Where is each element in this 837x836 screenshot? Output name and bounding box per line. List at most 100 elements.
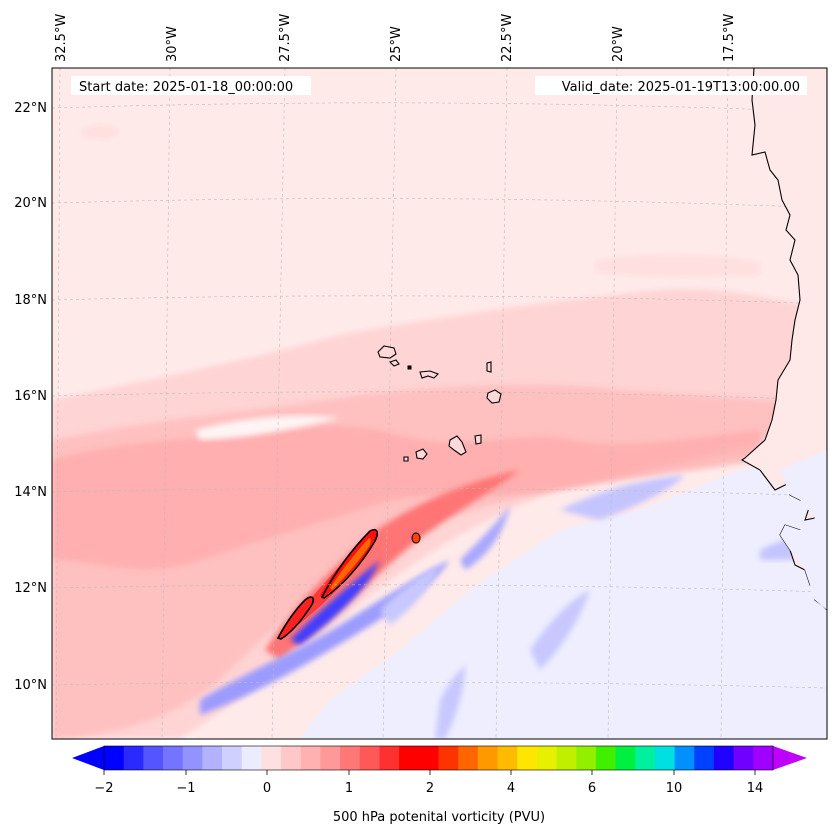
- colorbar-swatch: [222, 746, 243, 770]
- upper-pink-patches: [80, 124, 760, 277]
- colorbar-swatch: [497, 746, 518, 770]
- pink-band-streaks: [52, 425, 760, 569]
- high-pv-contour-north: [320, 528, 379, 599]
- island-boa-vista: [486, 389, 502, 404]
- lat-label-7: 10°N: [14, 678, 47, 693]
- colorbar-swatch: [418, 746, 439, 770]
- colorbar-tick-label: 10: [666, 781, 683, 796]
- neg-pv-streak-8: [380, 565, 440, 625]
- neg-pv-streak-2: [200, 560, 450, 715]
- colorbar-tick-label: 2: [426, 781, 434, 796]
- colorbar-swatch: [517, 746, 538, 770]
- colorbar-swatch: [123, 746, 144, 770]
- lon-label-2: 30°W: [165, 26, 180, 62]
- start-date-text: Start date: 2025-01-18_00:00:00: [79, 80, 293, 95]
- lon-label-7: 17.5°W: [722, 14, 737, 62]
- lon-label-3: 27.5°W: [278, 14, 293, 62]
- colorbar-swatch: [576, 746, 597, 770]
- lon-label-1: 32.5°W: [54, 14, 69, 62]
- lat-label-6: 12°N: [14, 581, 47, 596]
- colorbar-swatch: [438, 746, 459, 770]
- island-brava: [403, 456, 409, 462]
- colorbar-swatch: [733, 746, 754, 770]
- colorbar-swatch: [104, 746, 125, 770]
- colorbar-tick-label: 6: [588, 781, 596, 796]
- colorbar-swatch: [477, 746, 499, 770]
- colorbar-swatch: [713, 746, 735, 770]
- start-date-box: [71, 76, 311, 95]
- valid-date-box: [535, 76, 807, 95]
- colorbar-label: 500 hPa potenital vorticity (PVU): [333, 810, 545, 825]
- island-santo-antao: [377, 345, 397, 359]
- island-maio: [474, 434, 482, 445]
- lat-label-2: 20°N: [14, 196, 47, 211]
- colorbar-swatch: [379, 746, 400, 770]
- colorbar-tick-label: −1: [176, 781, 195, 796]
- colorbar-swatch: [359, 746, 380, 770]
- neg-pv-streak-3: [460, 505, 510, 570]
- white-streak: [195, 415, 340, 440]
- colorbar-swatch: [300, 746, 321, 770]
- neg-pv-streak-4: [560, 475, 685, 520]
- colorbar: −2 −1 0 1 2 4 6 10 14 500 hPa potenital vorticit…: [72, 745, 807, 825]
- colorbar-swatch: [595, 746, 617, 770]
- colorbar-swatch: [536, 746, 558, 770]
- longitude-labels: 32.5°W 30°W 27.5°W 25°W 22.5°W 20°W 17.5…: [54, 14, 737, 62]
- colorbar-swatch: [458, 746, 479, 770]
- colorbar-swatch: [182, 746, 203, 770]
- lat-label-1: 22°N: [14, 101, 47, 116]
- colorbar-swatch: [202, 746, 223, 770]
- neg-pv-streak-1: [290, 560, 380, 645]
- island-small: [407, 365, 412, 370]
- island-fogo: [415, 448, 428, 460]
- colorbar-swatch: [556, 746, 577, 770]
- colorbar-tick-label: 4: [507, 781, 515, 796]
- latitude-labels: 22°N 20°N 18°N 16°N 14°N 12°N 10°N: [14, 101, 47, 693]
- neg-pv-streak-6: [435, 665, 465, 739]
- colorbar-swatch: [635, 746, 656, 770]
- colorbar-tick-label: 0: [263, 781, 271, 796]
- map-frame: [51, 67, 828, 740]
- colorbar-swatch: [654, 746, 676, 770]
- colorbar-tick-label: 1: [345, 781, 353, 796]
- colorbar-swatch: [399, 746, 420, 770]
- high-pv-max: [330, 538, 371, 590]
- west-african-inland: [780, 450, 827, 610]
- valid-date-text: Valid_date: 2025-01-19T13:00:00.00: [562, 80, 800, 95]
- high-pv-contour-south: [276, 596, 314, 640]
- colorbar-swatch: [261, 746, 282, 770]
- colorbar-swatch: [340, 746, 361, 770]
- coastlines: [377, 68, 827, 611]
- island-sao-vicente: [388, 359, 400, 367]
- graticule: [52, 68, 827, 739]
- colorbar-swatch: [694, 746, 715, 770]
- island-santiago: [448, 435, 467, 456]
- lon-label-5: 22.5°W: [500, 14, 515, 62]
- colorbar-extend-min: [72, 746, 104, 770]
- lon-label-4: 25°W: [389, 26, 404, 62]
- colorbar-swatch: [674, 746, 695, 770]
- colorbar-swatch: [320, 746, 341, 770]
- colorbar-swatch: [163, 746, 184, 770]
- colorbar-swatch: [143, 746, 164, 770]
- colorbar-swatch: [241, 746, 262, 770]
- high-pv-spot: [411, 532, 421, 544]
- low-pv-region: [300, 450, 827, 739]
- lat-label-3: 18°N: [14, 293, 47, 308]
- lon-label-6: 20°W: [611, 26, 626, 62]
- lat-label-4: 16°N: [14, 389, 47, 404]
- colorbar-tick-label: −2: [94, 781, 113, 796]
- colorbar-frame: [103, 745, 774, 771]
- colorbar-extend-max: [773, 746, 807, 770]
- island-sao-nicolau: [419, 370, 439, 379]
- colorbar-tick-label: 14: [747, 781, 764, 796]
- colorbar-ticks: −2 −1 0 1 2 4 6 10 14: [94, 770, 763, 796]
- colorbar-swatch: [753, 746, 774, 770]
- colorbar-swatch: [281, 746, 302, 770]
- island-sal: [486, 361, 492, 373]
- neg-pv-streak-7: [530, 590, 590, 670]
- lat-label-5: 14°N: [14, 485, 47, 500]
- colorbar-swatch: [615, 746, 636, 770]
- colorbar-swatches: [104, 746, 774, 770]
